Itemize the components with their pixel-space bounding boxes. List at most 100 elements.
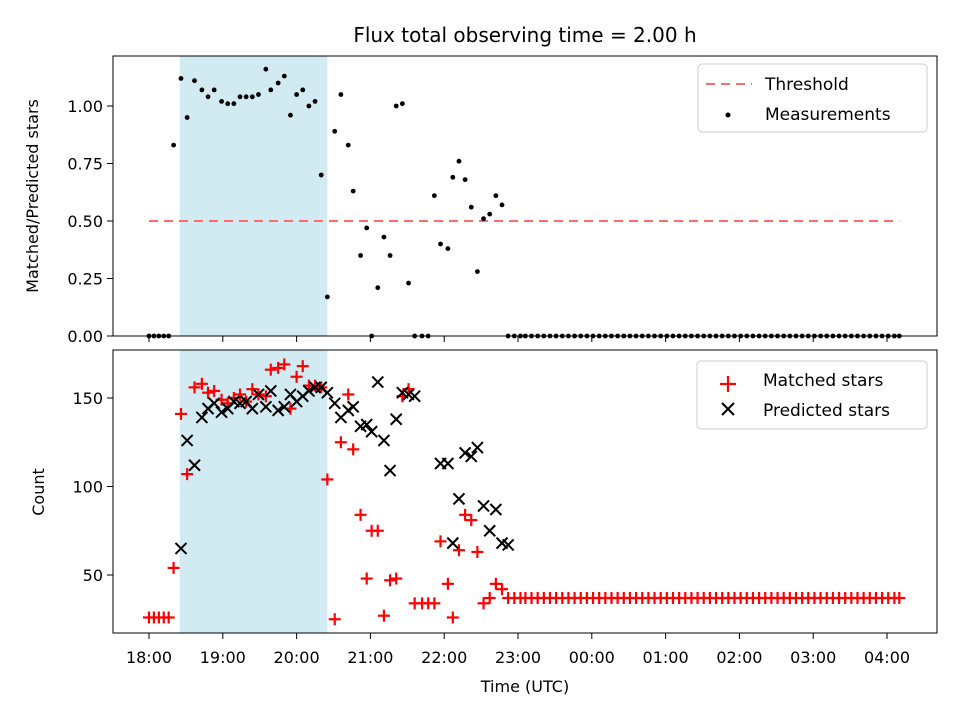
threshold-legend-label: Threshold [764,75,849,95]
measurement-point [171,142,177,148]
matched-star-point [188,381,201,394]
bottom-y-axis-label: Count [29,468,48,516]
x-tick-label: 02:00 [716,648,762,667]
predicted-legend-label: Predicted stars [763,401,890,421]
matched-legend-swatch [720,376,736,392]
predicted-star-point [489,503,503,516]
predicted-star-point [483,524,496,537]
predicted-star-point [446,536,460,550]
measurement-point [364,225,370,231]
matched-star-point [174,407,187,420]
measurement-point [406,280,411,286]
measurement-point [468,204,474,210]
matched-star-point [371,524,384,537]
chart-title: Flux total observing time = 2.00 h [353,23,696,47]
measurement-point [438,241,443,247]
predicted-star-point [477,499,490,513]
predicted-star-point [278,400,291,414]
x-tick-label: 04:00 [864,648,910,667]
bottom-y-tick-label: 150 [72,389,103,408]
measurement-point [306,103,312,109]
predicted-star-point [174,542,188,555]
measurement-point [288,112,293,118]
top-y-tick-label: 0.00 [67,327,103,346]
measurement-point [393,103,399,109]
measurement-point [445,246,451,252]
top-panel: Flux total observing time = 2.00 h 0.000… [23,23,938,346]
top-y-axis: 0.00 0.25 0.50 0.75 1.00 [67,97,113,346]
predicted-star-point [360,418,373,431]
measurement-points [146,66,902,339]
predicted-star-point [377,434,391,447]
measurement-point [481,216,486,222]
matched-legend-label: Matched stars [763,371,883,391]
bottom-legend-box [696,360,928,430]
matched-star-point [321,473,334,486]
matched-star-point [477,597,490,610]
measurement-point [318,172,324,178]
measurement-point [499,202,505,208]
predicted-star-point [246,402,259,415]
predicted-star-point [383,464,397,477]
measurement-point [294,92,299,97]
measurements-legend-label: Measurements [765,105,891,125]
measurement-point [205,94,211,100]
measurement-point [332,128,338,134]
matched-stars-points [143,358,906,626]
bottom-y-tick-label: 50 [83,566,103,585]
top-y-axis-label: Matched/Predicted stars [23,99,42,293]
matched-star-point [167,561,180,574]
predicted-star-point [207,397,221,410]
predicted-star-point [371,375,384,389]
matched-star-point [296,360,309,373]
measurement-point [225,101,231,107]
matched-star-point [390,572,403,585]
matched-star-point [377,609,390,622]
matched-star-point [496,583,509,596]
measurement-point [184,115,190,120]
predicted-star-point [365,425,378,438]
measurement-point [256,92,261,97]
predicted-star-point [264,384,277,398]
measurement-point [431,193,437,199]
measurement-point [375,285,381,291]
top-legend: Threshold Measurements [697,63,928,133]
matched-star-point [384,574,397,587]
matched-star-point [483,592,496,605]
measurement-point [324,294,330,300]
predicted-star-point [465,450,478,463]
predicted-star-point [408,390,421,403]
bottom-x-axis: 18:00 19:00 20:00 21:00 22:00 23:00 00:00 01:00… [126,633,910,667]
measurement-point [358,253,363,258]
measurement-point [312,99,318,104]
measurement-point [475,269,480,274]
predicted-star-point [252,388,265,401]
matched-star-point [181,468,194,481]
measurement-point [493,193,499,199]
matched-star-point [459,508,472,521]
x-tick-label: 23:00 [495,648,541,667]
predicted-star-point [452,492,466,506]
measurement-point [219,99,224,104]
top-y-tick-label: 1.00 [67,97,103,116]
bottom-legend: Matched stars Predicted stars [696,360,928,430]
predicted-star-point [441,457,455,470]
predicted-star-point [271,404,285,417]
measurement-point [381,234,387,240]
measurement-point [249,94,255,100]
x-axis-label: Time (UTC) [480,677,569,696]
predicted-star-point [180,434,194,447]
measurements-legend-swatch [725,112,731,118]
measurement-point [487,211,493,217]
bottom-y-axis: 50 100 150 [72,389,113,585]
measurement-point [268,87,274,93]
matched-star-point [434,535,447,548]
measurement-point [281,73,287,79]
bottom-plot-frame [112,349,938,634]
matched-star-point [893,592,906,605]
matched-star-point [195,377,208,390]
matched-star-point [347,443,360,456]
matched-star-point [264,363,277,376]
predicted-stars-points [174,375,515,555]
predicted-star-point [259,400,273,414]
